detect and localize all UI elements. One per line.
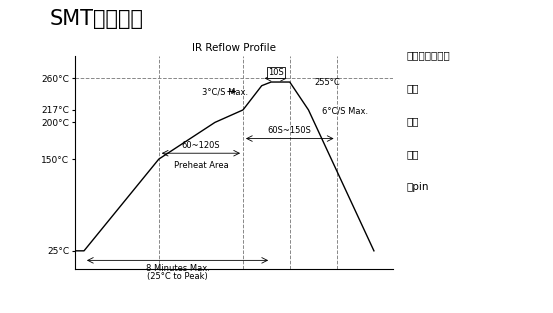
- Text: 脫pin: 脫pin: [406, 182, 429, 192]
- Text: 255°C: 255°C: [314, 78, 340, 86]
- Text: SMT溫度曲線: SMT溫度曲線: [50, 9, 144, 29]
- Text: (25°C to Peak): (25°C to Peak): [147, 272, 208, 281]
- Text: 60S~150S: 60S~150S: [268, 126, 312, 135]
- Text: 起泡: 起泡: [406, 116, 419, 126]
- Text: 變色: 變色: [406, 149, 419, 159]
- Text: 3°C/S Max.: 3°C/S Max.: [202, 87, 248, 96]
- Text: 翹曲: 翹曲: [406, 83, 419, 93]
- Text: 10S: 10S: [268, 68, 284, 77]
- Text: Preheat Area: Preheat Area: [174, 161, 228, 170]
- Text: 常見失效模式：: 常見失效模式：: [406, 50, 450, 60]
- Text: 60~120S: 60~120S: [181, 141, 220, 150]
- Text: 6°C/S Max.: 6°C/S Max.: [321, 107, 368, 116]
- Title: IR Reflow Profile: IR Reflow Profile: [192, 43, 275, 53]
- Text: 8 Minutes Max.: 8 Minutes Max.: [145, 264, 210, 273]
